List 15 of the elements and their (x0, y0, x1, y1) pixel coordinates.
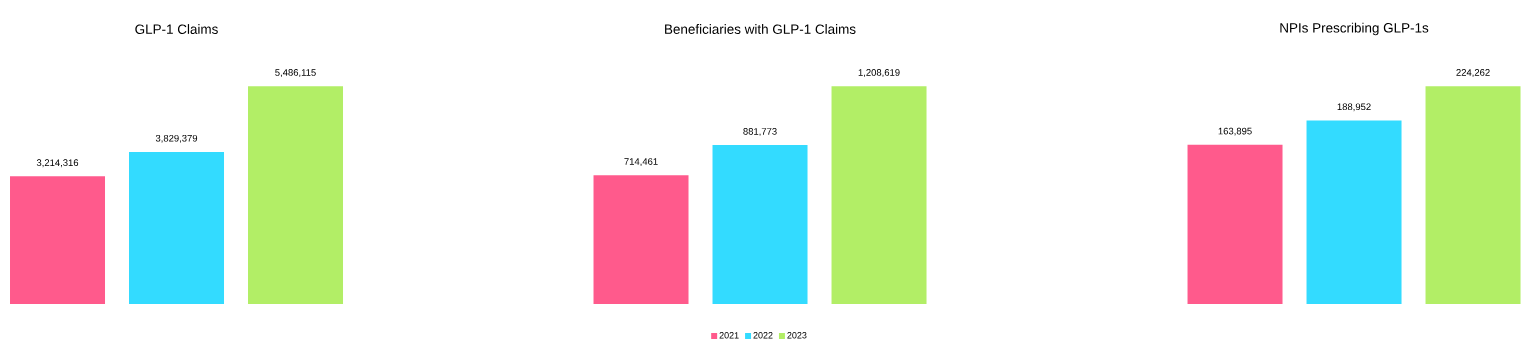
data-label: 1,208,619 (858, 69, 900, 77)
data-label: 881,773 (743, 128, 777, 136)
chart-title: GLP-1 Claims (135, 24, 218, 34)
data-label: 3,829,379 (155, 134, 198, 143)
data-label: 224,262 (1456, 69, 1490, 77)
chart-title: NPIs Prescribing GLP-1s (1280, 22, 1429, 36)
data-label: 5,486,115 (275, 69, 316, 77)
data-label: 714,461 (624, 158, 658, 167)
data-label: 163,895 (1218, 127, 1252, 136)
data-label: 3,214,316 (36, 159, 79, 168)
legend-label: 2021 (719, 332, 739, 339)
legend-label: 2023 (787, 332, 807, 339)
chart-title: Beneficiaries with GLP-1 Claims (665, 24, 856, 34)
legend-label: 2022 (753, 332, 773, 339)
data-label: 188,952 (1337, 103, 1371, 112)
